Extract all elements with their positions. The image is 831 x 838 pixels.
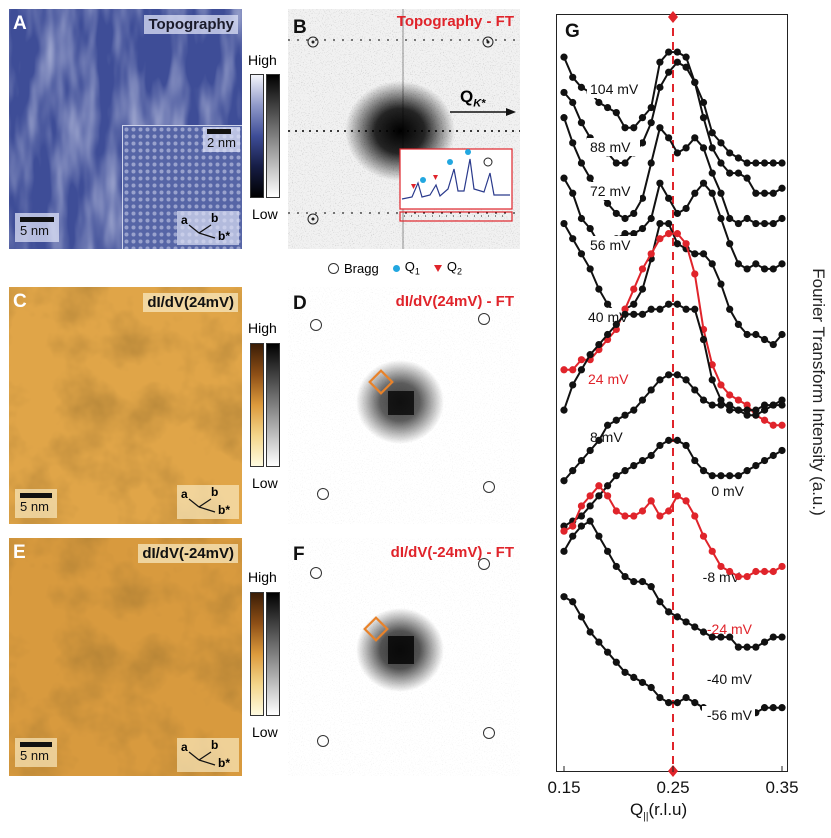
scale-bar-e-label: 5 nm — [20, 748, 49, 763]
scale-bar-a-label: 5 nm — [20, 223, 49, 238]
axis-a-label: a — [181, 213, 188, 227]
inset-scale-bar: 2 nm — [203, 127, 240, 152]
didv-24mv-image — [9, 287, 242, 524]
colorbar-didvm24-high: High — [248, 569, 277, 585]
panel-b: B Topography - FT QK* — [288, 9, 520, 249]
q2-label: Q2 — [446, 259, 462, 277]
panel-d: D dI/dV(24mV) - FT — [288, 287, 520, 524]
axis-b-label: b — [211, 738, 219, 752]
colorbar-topo-high: High — [248, 52, 277, 68]
colorbar-didvm24-orange — [250, 592, 264, 716]
panel-letter-a: A — [13, 13, 27, 34]
panel-c-title: dI/dV(24mV) — [143, 293, 238, 312]
panel-g: G — [556, 14, 788, 772]
panel-a: A Topography 5 nm 2 nm a b b* — [9, 9, 242, 249]
panel-letter-e: E — [13, 542, 26, 563]
bragg-legend: Bragg Q1 Q2 — [328, 259, 462, 277]
colorbar-topo-low: Low — [252, 206, 278, 222]
panel-letter-f: F — [293, 544, 305, 565]
panel-e-title: dI/dV(-24mV) — [138, 544, 238, 563]
q1-label: Q1 — [404, 259, 420, 277]
colorbar-didvm24-low: Low — [252, 724, 278, 740]
colorbar-didv24-gray — [266, 343, 280, 467]
x-tick-label: 0.25 — [656, 778, 689, 797]
x-tick-label: 0.35 — [765, 778, 798, 797]
panel-a-title: Topography — [144, 15, 238, 34]
colorbar-didvm24-gray — [266, 592, 280, 716]
axis-b-label: b — [211, 211, 219, 225]
inset-scale-bar-label: 2 nm — [207, 135, 236, 150]
axis-a-label: a — [181, 740, 188, 754]
axis-bstar-label: b* — [218, 756, 230, 770]
panel-d-title: dI/dV(24mV) - FT — [395, 293, 514, 310]
scale-bar-c-label: 5 nm — [20, 499, 49, 514]
didv-minus24mv-image — [9, 538, 242, 776]
axis-bstar-label: b* — [218, 503, 230, 517]
axis-bstar-label: b* — [218, 229, 230, 243]
qk-label: QK* — [460, 87, 486, 110]
panel-c: C dI/dV(24mV) 5 nm a b b* — [9, 287, 242, 524]
colorbar-didv24-high: High — [248, 320, 277, 336]
lattice-axes-c: a b b* — [177, 485, 239, 519]
x-axis-label: Q||(r.l.u) — [630, 800, 688, 823]
bragg-label: Bragg — [344, 260, 379, 276]
lattice-axes-a: a b b* — [177, 211, 239, 245]
q2-marker-icon — [433, 264, 442, 272]
lattice-axes-e: a b b* — [177, 738, 239, 772]
bragg-marker-icon — [328, 262, 339, 274]
panel-f: F dI/dV(-24mV) - FT — [288, 538, 520, 776]
colorbar-topo-gray — [266, 74, 280, 198]
scale-bar-e: 5 nm — [15, 738, 57, 767]
scale-bar-a: 5 nm — [15, 213, 59, 242]
scale-bar-c: 5 nm — [15, 489, 57, 518]
panel-f-title: dI/dV(-24mV) - FT — [390, 544, 514, 561]
q1-marker-icon — [392, 264, 400, 272]
colorbar-topo-blue — [250, 74, 264, 198]
panel-letter-c: C — [13, 291, 27, 312]
x-tick-label: 0.15 — [547, 778, 580, 797]
colorbar-didv24-low: Low — [252, 475, 278, 491]
axis-a-label: a — [181, 487, 188, 501]
panel-b-title: Topography - FT — [396, 13, 514, 30]
panel-letter-b: B — [293, 17, 307, 38]
colorbar-didv24-orange — [250, 343, 264, 467]
axis-b-label: b — [211, 485, 219, 499]
panel-letter-d: D — [293, 293, 307, 314]
panel-e: E dI/dV(-24mV) 5 nm a b b* — [9, 538, 242, 776]
panel-letter-g: G — [565, 21, 580, 42]
y-axis-label: Fourier Transform Intensity (a.u.) — [809, 268, 828, 516]
